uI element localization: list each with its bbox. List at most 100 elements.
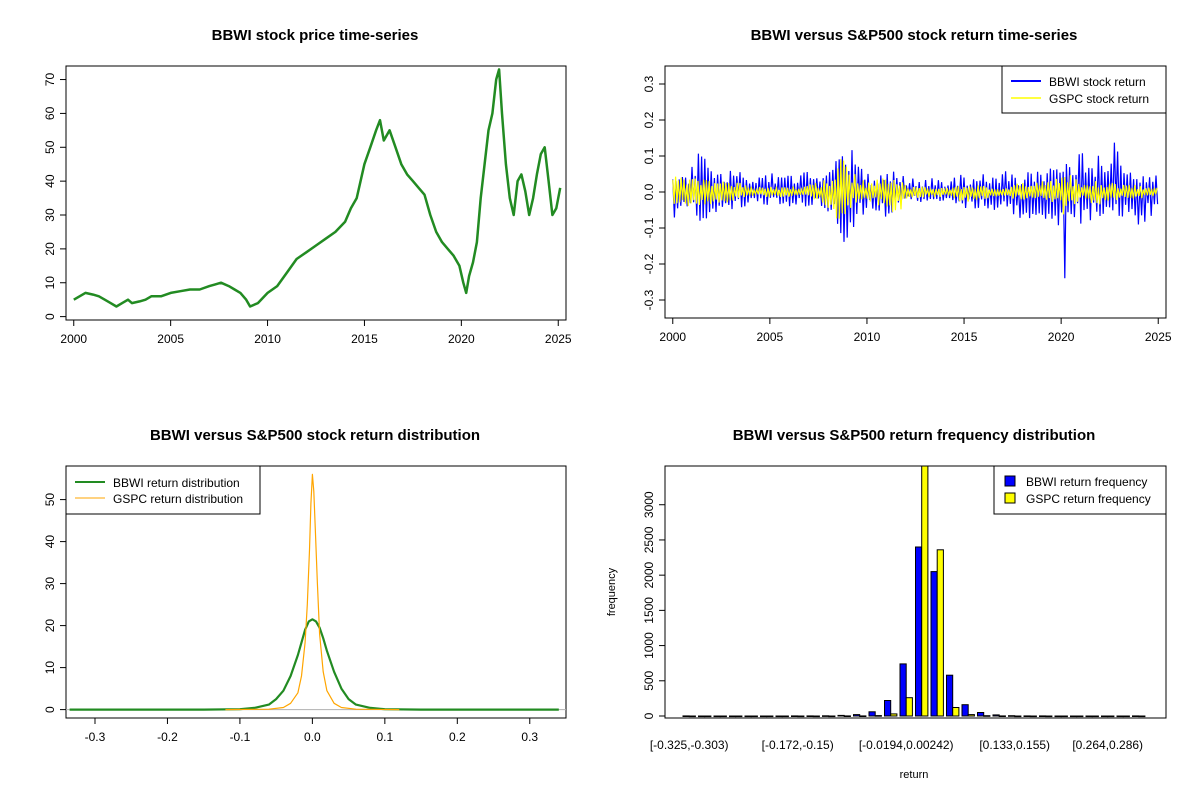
frequency-bar-gspc [828, 715, 836, 718]
price-x-tick-label: 2025 [545, 332, 572, 346]
return-y-tick-label: -0.3 [642, 289, 656, 310]
price-y-tick-label: 40 [43, 174, 57, 188]
frequency-bar-bbwi [713, 715, 721, 718]
density-legend-box [65, 465, 261, 515]
frequency-y-tick-label: 0 [642, 712, 656, 719]
price-y-tick-label: 70 [43, 73, 57, 87]
frequency-bar-gspc [874, 715, 882, 717]
density-legend-label-gspc: GSPC return distribution [113, 492, 243, 506]
frequency-panel: BBWI versus S&P500 return frequency dist… [606, 427, 1167, 781]
frequency-bar-gspc [1138, 715, 1146, 718]
frequency-bar-bbwi [1101, 715, 1109, 718]
density-y-tick-label: 10 [43, 661, 57, 675]
frequency-bar-bbwi [946, 674, 954, 717]
density-x-tick-label: -0.3 [85, 730, 106, 744]
frequency-bar-gspc [735, 715, 743, 718]
frequency-bar-gspc [797, 715, 805, 718]
return-legend-label-gspc: GSPC stock return [1049, 92, 1149, 106]
frequency-bar-bbwi [682, 715, 690, 718]
frequency-bar-bbwi [1132, 715, 1140, 718]
frequency-y-tick-label: 3000 [642, 491, 656, 518]
frequency-bar-bbwi [729, 715, 737, 718]
frequency-legend-label-bbwi: BBWI return frequency [1026, 475, 1147, 489]
return-series-bbwi [672, 142, 1159, 279]
return-legend-label-bbwi: BBWI stock return [1049, 75, 1146, 89]
frequency-bar-bbwi [853, 714, 861, 717]
price-y-tick-label: 20 [43, 242, 57, 256]
frequency-bar-bbwi [915, 546, 923, 717]
frequency-bar-gspc [688, 715, 696, 718]
density-y-tick-label: 0 [43, 706, 57, 713]
return-x-tick-label: 2020 [1048, 330, 1075, 344]
frequency-bar-gspc [766, 715, 774, 718]
frequency-bar-bbwi [1070, 715, 1078, 718]
frequency-y-tick-label: 500 [642, 670, 656, 690]
frequency-legend-swatch-gspc [1004, 492, 1016, 504]
frequency-bar-bbwi [899, 663, 907, 717]
frequency-bar-gspc [936, 549, 944, 717]
frequency-bar-gspc [1029, 715, 1037, 718]
frequency-y-tick-label: 2500 [642, 526, 656, 553]
frequency-chart-title: BBWI versus S&P500 return frequency dist… [733, 427, 1096, 444]
return-series-gspc [672, 159, 1158, 219]
return-legend-box [1001, 65, 1167, 114]
frequency-x-tick-label: [0.133,0.155) [979, 738, 1050, 752]
frequency-bar-gspc [812, 715, 820, 718]
density-x-axis: -0.3 -0.2 -0.1 0.0 0.1 0.2 0.3 [85, 717, 538, 744]
price-series-group [73, 68, 562, 308]
frequency-y-axis-label: frequency [606, 567, 618, 616]
return-y-tick-label: 0.1 [642, 147, 656, 164]
frequency-bar-bbwi [1039, 715, 1047, 718]
frequency-bar-gspc [1107, 715, 1115, 718]
frequency-bar-bbwi [992, 714, 1000, 717]
return-y-tick-label: 0.2 [642, 111, 656, 128]
frequency-bars-group [682, 465, 1146, 718]
frequency-y-tick-label: 1500 [642, 597, 656, 624]
price-x-tick-label: 2005 [157, 332, 184, 346]
price-y-tick-label: 0 [43, 313, 57, 320]
return-y-tick-label: 0.0 [642, 183, 656, 200]
return-x-tick-label: 2005 [757, 330, 784, 344]
density-y-tick-label: 20 [43, 619, 57, 633]
density-x-tick-label: -0.1 [230, 730, 251, 744]
frequency-x-axis: [-0.325,-0.303) [-0.172,-0.15) [-0.0194,0.… [650, 738, 1143, 752]
return-y-tick-label: 0.3 [642, 75, 656, 92]
frequency-bar-gspc [1076, 715, 1084, 718]
price-timeseries-panel: BBWI stock price time-series 2000 2005 201… [43, 27, 572, 346]
frequency-bar-gspc [1091, 715, 1099, 718]
frequency-bar-gspc [952, 707, 960, 717]
frequency-bar-bbwi [884, 700, 892, 717]
return-y-axis: -0.3 -0.2 -0.1 0.0 0.1 0.2 0.3 [642, 75, 666, 310]
price-series-line [73, 68, 562, 308]
density-y-tick-label: 40 [43, 535, 57, 549]
density-series-bbwi [69, 618, 559, 711]
frequency-bar-gspc [1014, 715, 1022, 718]
frequency-bar-bbwi [760, 715, 768, 718]
return-x-tick-label: 2015 [951, 330, 978, 344]
price-x-tick-label: 2010 [254, 332, 281, 346]
frequency-bar-bbwi [775, 715, 783, 718]
frequency-bar-bbwi [806, 715, 814, 718]
frequency-bar-gspc [983, 715, 991, 717]
frequency-bar-gspc [781, 715, 789, 718]
return-timeseries-panel: BBWI versus S&P500 stock return time-ser… [642, 27, 1172, 344]
frequency-x-tick-label: [0.264,0.286) [1072, 738, 1143, 752]
density-x-tick-label: -0.2 [157, 730, 178, 744]
frequency-bar-bbwi [961, 704, 969, 717]
frequency-legend-label-gspc: GSPC return frequency [1026, 492, 1151, 506]
frequency-bar-gspc [967, 714, 975, 717]
frequency-bar-bbwi [698, 715, 706, 718]
frequency-bar-bbwi [868, 711, 876, 717]
density-y-axis: 0 10 20 30 40 50 [43, 493, 67, 713]
return-x-tick-label: 2000 [659, 330, 686, 344]
price-x-tick-label: 2020 [448, 332, 475, 346]
frequency-bar-bbwi [837, 714, 845, 717]
density-series-gspc [225, 473, 400, 711]
frequency-bar-bbwi [1116, 715, 1124, 718]
frequency-bar-bbwi [1023, 715, 1031, 718]
frequency-bar-gspc [998, 715, 1006, 718]
density-series-group [69, 473, 559, 711]
frequency-x-axis-label: return [900, 769, 929, 781]
frequency-bar-gspc [1060, 715, 1068, 718]
